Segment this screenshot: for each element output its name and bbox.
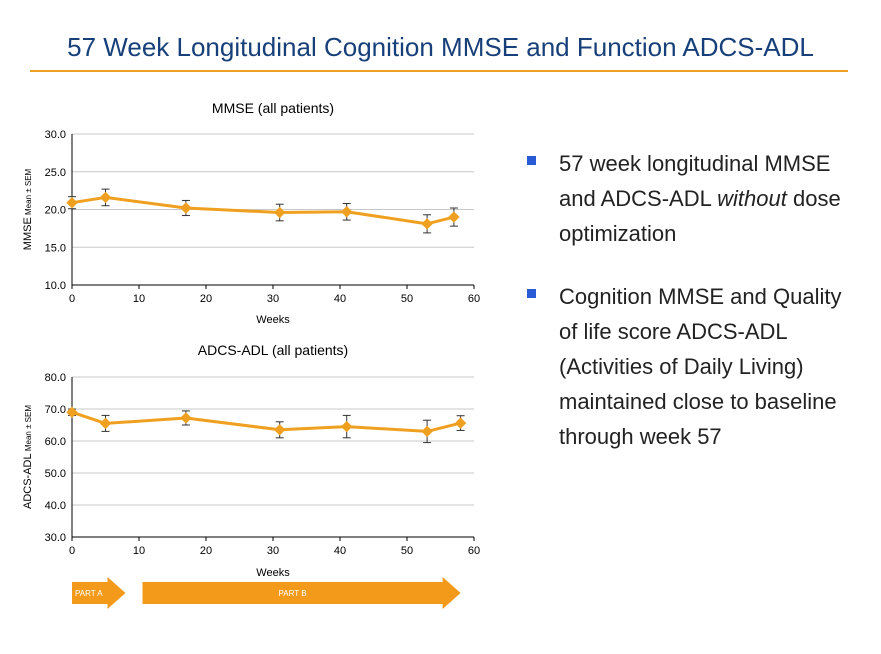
bullet-item: 57 week longitudinal MMSE and ADCS-ADL w… bbox=[525, 146, 855, 251]
x-tick-label: 0 bbox=[69, 545, 75, 557]
y-axis-label-main: ADCS-ADL bbox=[22, 453, 34, 509]
bullet-text: Cognition MMSE and Quality of life score… bbox=[559, 284, 842, 449]
x-axis-label: Weeks bbox=[256, 314, 290, 326]
y-tick-label: 40.0 bbox=[45, 500, 66, 512]
y-axis-label: MMSE Mean ± SEM bbox=[22, 168, 34, 250]
x-tick-label: 40 bbox=[334, 293, 346, 305]
y-tick-label: 15.0 bbox=[45, 242, 66, 254]
y-axis-label: ADCS-ADL Mean ± SEM bbox=[22, 405, 34, 509]
x-tick-label: 20 bbox=[200, 293, 212, 305]
x-tick-label: 30 bbox=[267, 545, 279, 557]
phase-arrow bbox=[72, 577, 126, 609]
phase-arrows: PART A PART B bbox=[72, 577, 461, 609]
y-tick-label: 30.0 bbox=[45, 129, 66, 141]
y-axis-label-main: MMSE bbox=[22, 217, 34, 250]
y-axis-label-sub: Mean ± SEM bbox=[24, 405, 33, 454]
chart-title: ADCS-ADL (all patients) bbox=[198, 342, 348, 358]
x-tick-label: 60 bbox=[468, 545, 480, 557]
phase-arrow bbox=[142, 577, 461, 609]
y-tick-label: 70.0 bbox=[45, 404, 66, 416]
y-tick-label: 80.0 bbox=[45, 372, 66, 384]
square-bullet-icon bbox=[527, 156, 536, 165]
x-tick-label: 50 bbox=[401, 293, 413, 305]
data-point bbox=[421, 218, 433, 230]
x-tick-label: 30 bbox=[267, 293, 279, 305]
x-tick-label: 20 bbox=[200, 545, 212, 557]
data-point bbox=[66, 196, 78, 209]
phase-label: PART A bbox=[75, 589, 103, 598]
data-point bbox=[448, 211, 460, 223]
x-tick-label: 10 bbox=[133, 545, 145, 557]
bullet-list: 57 week longitudinal MMSE and ADCS-ADL w… bbox=[525, 146, 855, 482]
chart-title: MMSE (all patients) bbox=[212, 100, 334, 116]
data-point bbox=[180, 202, 192, 214]
y-tick-label: 25.0 bbox=[45, 167, 66, 179]
square-bullet-icon bbox=[527, 289, 536, 298]
series-line bbox=[71, 410, 461, 433]
data-point bbox=[421, 425, 433, 438]
bullet-text: dose optimization bbox=[559, 186, 841, 246]
series-line bbox=[71, 195, 455, 226]
data-point bbox=[340, 420, 353, 433]
x-tick-label: 0 bbox=[69, 293, 75, 305]
x-axis-label: Weeks bbox=[256, 567, 290, 579]
y-tick-label: 60.0 bbox=[45, 436, 66, 448]
data-point bbox=[340, 206, 353, 218]
x-tick-label: 60 bbox=[468, 293, 480, 305]
data-point bbox=[99, 417, 112, 430]
data-point bbox=[180, 412, 192, 424]
data-point bbox=[454, 417, 467, 429]
adcs-adl-chart: ADCS-ADL (all patients) 30.0 40.0 50.0 60.0 7… bbox=[22, 342, 480, 579]
slide-title: 57 Week Longitudinal Cognition MMSE and … bbox=[67, 32, 814, 62]
bullet-text: 57 week longitudinal MMSE and ADCS-ADL bbox=[559, 151, 831, 211]
bullet-item: Cognition MMSE and Quality of life score… bbox=[525, 279, 855, 454]
y-axis-label-sub: Mean ± SEM bbox=[24, 168, 33, 217]
y-tick-label: 30.0 bbox=[45, 532, 66, 544]
bullet-text: without bbox=[717, 186, 787, 211]
data-point bbox=[99, 191, 112, 204]
x-tick-label: 40 bbox=[334, 545, 346, 557]
x-tick-label: 10 bbox=[133, 293, 145, 305]
x-tick-label: 50 bbox=[401, 545, 413, 557]
title-underline bbox=[30, 70, 848, 72]
data-point bbox=[273, 206, 286, 219]
y-tick-label: 20.0 bbox=[45, 205, 66, 217]
y-tick-label: 10.0 bbox=[45, 280, 66, 292]
y-tick-label: 50.0 bbox=[45, 468, 66, 480]
data-point bbox=[273, 424, 286, 436]
data-point bbox=[66, 406, 78, 418]
phase-label: PART B bbox=[279, 589, 307, 598]
mmse-chart: MMSE (all patients) 10.0 15.0 20.0 25.0 30.0 0… bbox=[22, 100, 480, 326]
